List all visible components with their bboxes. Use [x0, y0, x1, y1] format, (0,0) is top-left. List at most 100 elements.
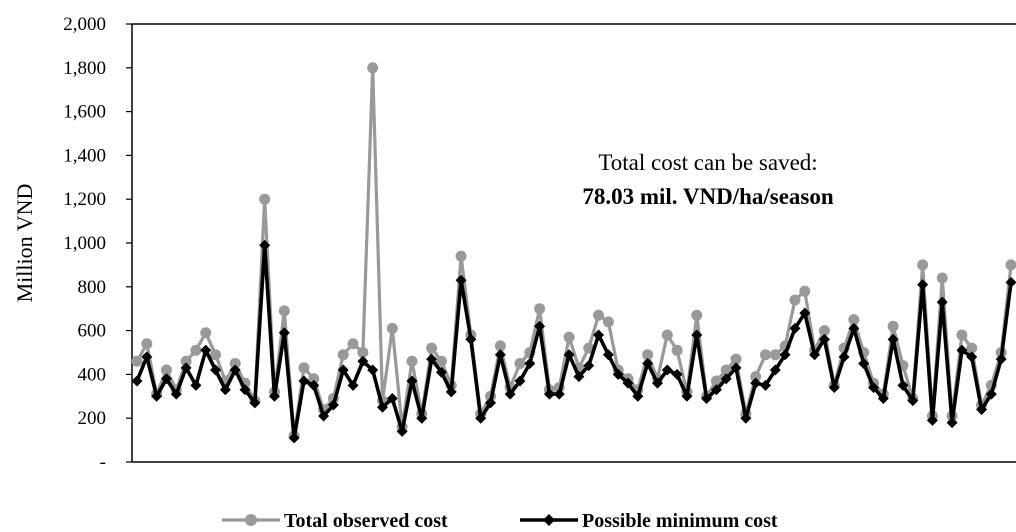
- data-point: [818, 333, 830, 345]
- data-point: [966, 342, 978, 354]
- data-point: [426, 353, 438, 365]
- data-point: [455, 250, 467, 262]
- data-point: [426, 342, 438, 354]
- data-point: [406, 355, 418, 367]
- data-point: [985, 388, 997, 400]
- data-point: [386, 322, 398, 334]
- data-point: [200, 344, 212, 356]
- data-point: [347, 379, 359, 391]
- data-point: [327, 399, 339, 411]
- data-point: [593, 309, 605, 321]
- y-tick-label: 1,200: [63, 189, 106, 210]
- data-point: [710, 375, 722, 387]
- data-point: [720, 364, 732, 376]
- data-point: [239, 384, 251, 396]
- data-point: [887, 333, 899, 345]
- data-point: [877, 392, 889, 404]
- data-point: [642, 357, 654, 369]
- data-point: [622, 377, 634, 389]
- data-point: [897, 379, 909, 391]
- y-tick-label: 1,400: [63, 145, 106, 166]
- data-point: [514, 375, 526, 387]
- data-point: [789, 294, 801, 306]
- data-point: [936, 272, 948, 284]
- data-point: [956, 329, 968, 341]
- data-point: [593, 329, 605, 341]
- data-point: [249, 397, 261, 409]
- data-point: [278, 327, 290, 339]
- data-point: [504, 388, 516, 400]
- data-point: [416, 412, 428, 424]
- y-axis-ticks: - 200 400 600 800 1,000 1,200 1,400 1,600 1,800 2,…: [63, 14, 132, 473]
- data-point: [259, 239, 271, 251]
- data-point: [229, 357, 241, 369]
- data-point: [475, 412, 487, 424]
- data-point: [730, 353, 742, 365]
- data-point: [917, 279, 929, 291]
- data-point: [671, 344, 683, 356]
- data-point: [858, 357, 870, 369]
- data-point: [485, 397, 497, 409]
- data-point: [553, 388, 565, 400]
- data-point: [435, 366, 447, 378]
- data-point: [573, 371, 585, 383]
- data-point: [160, 373, 172, 385]
- data-point: [661, 364, 673, 376]
- legend-label: Total observed cost: [284, 510, 448, 532]
- data-point: [377, 401, 389, 413]
- y-tick-label: 1,000: [63, 233, 106, 254]
- data-point: [337, 349, 349, 361]
- data-point: [494, 349, 506, 361]
- legend-marker: [543, 514, 555, 526]
- data-point: [602, 349, 614, 361]
- data-point: [534, 303, 546, 315]
- data-point: [946, 417, 958, 429]
- data-point: [318, 410, 330, 422]
- data-point: [759, 349, 771, 361]
- data-point: [720, 373, 732, 385]
- data-point: [583, 342, 595, 354]
- data-point: [465, 333, 477, 345]
- y-axis-label: Million VND: [12, 184, 37, 303]
- data-point: [799, 307, 811, 319]
- data-point: [809, 349, 821, 361]
- y-tick-label: 200: [78, 408, 107, 429]
- data-point: [691, 309, 703, 321]
- data-point: [769, 349, 781, 361]
- data-point: [583, 360, 595, 372]
- legend-marker: [245, 514, 257, 526]
- data-point: [710, 384, 722, 396]
- data-point: [799, 285, 811, 297]
- data-point: [288, 432, 300, 444]
- data-point: [838, 351, 850, 363]
- data-point: [190, 379, 202, 391]
- data-point: [976, 403, 988, 415]
- data-point: [514, 357, 526, 369]
- data-point: [691, 329, 703, 341]
- data-point: [681, 390, 693, 402]
- data-point: [563, 331, 575, 343]
- data-point: [298, 362, 310, 374]
- series-line: [135, 243, 1013, 440]
- data-point: [131, 375, 143, 387]
- data-point: [170, 388, 182, 400]
- data-point: [740, 412, 752, 424]
- data-point: [200, 327, 212, 339]
- data-point: [357, 355, 369, 367]
- savings-annotation: Total cost can be saved: 78.03 mil. VND/…: [582, 150, 834, 209]
- data-point: [160, 364, 172, 376]
- legend: Total observed cost Possible minimum cost: [222, 510, 778, 532]
- data-point: [651, 377, 663, 389]
- data-point: [278, 305, 290, 317]
- data-point: [936, 296, 948, 308]
- data-point: [917, 259, 929, 271]
- data-point: [907, 395, 919, 407]
- data-point: [966, 351, 978, 363]
- annotation-line-2: 78.03 mil. VND/ha/season: [582, 184, 834, 209]
- data-point: [151, 390, 163, 402]
- legend-item: Possible minimum cost: [520, 510, 778, 532]
- data-point: [229, 364, 241, 376]
- data-point: [367, 364, 379, 376]
- data-point: [789, 322, 801, 334]
- data-point: [259, 193, 271, 205]
